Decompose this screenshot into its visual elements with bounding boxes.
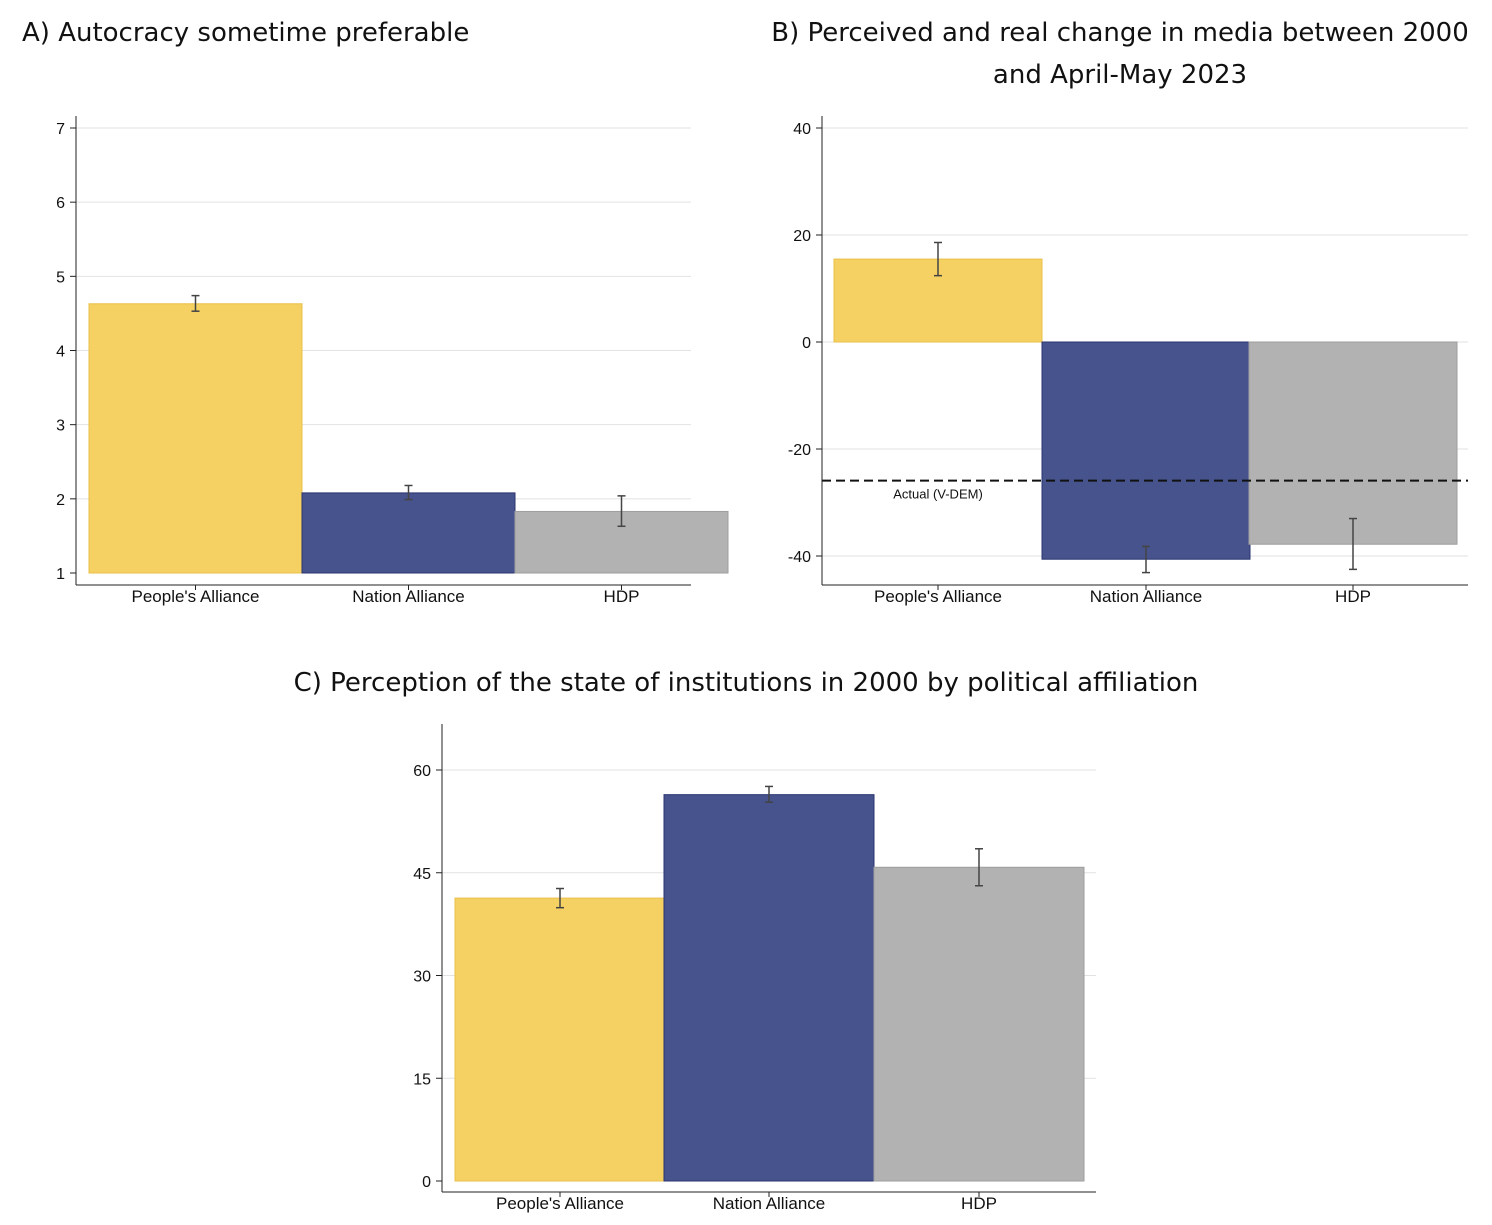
error-bar-a-0 (191, 294, 200, 312)
category-label-1: Nation Alliance (1090, 587, 1202, 606)
chart-c-title: C) Perception of the state of institutio… (293, 668, 1199, 698)
y-tick-label-0: 0 (802, 335, 811, 352)
y-tick-label-1: 1 (56, 566, 65, 583)
chart-b-title: B) Perceived and real change in media be… (771, 18, 1469, 90)
bar-a-0 (88, 303, 303, 574)
bar-c-1 (663, 794, 875, 1182)
category-label-0: People's Alliance (132, 587, 260, 606)
chart-a: 1 2 3 4 5 6 7 People's Alliance Nation Alliance H… (56, 116, 729, 606)
y-tick-label-5: 5 (56, 269, 65, 286)
category-label-0: People's Alliance (874, 587, 1002, 606)
y-tick-label-7: 7 (56, 121, 65, 138)
category-label-2: HDP (1335, 587, 1371, 606)
y-tick-label--20: -20 (788, 442, 811, 459)
error-bar-c-0 (556, 887, 564, 909)
chart-a-title: A) Autocracy sometime preferable (22, 18, 470, 48)
bar-c-0 (454, 897, 666, 1182)
y-tick-label-15: 15 (413, 1071, 431, 1088)
y-tick-label-6: 6 (56, 195, 65, 212)
category-label-1: Nation Alliance (713, 1194, 825, 1213)
bar-a-1 (301, 492, 516, 574)
error-bar-c-2 (975, 848, 983, 887)
y-tick-label--40: -40 (788, 549, 811, 566)
bar-b-2 (1248, 341, 1458, 545)
y-tick-label-4: 4 (56, 344, 65, 361)
y-tick-label-30: 30 (413, 969, 431, 986)
bar-c-2 (873, 866, 1085, 1182)
error-bar-a-1 (404, 484, 413, 501)
y-tick-label-20: 20 (793, 228, 811, 245)
category-label-2: HDP (604, 587, 640, 606)
y-tick-label-40: 40 (793, 121, 811, 138)
y-tick-label-2: 2 (56, 492, 65, 509)
category-label-2: HDP (961, 1194, 997, 1213)
bar-b-1 (1041, 341, 1251, 560)
y-tick-label-60: 60 (413, 763, 431, 780)
error-bar-a-2 (617, 495, 626, 528)
chart-b: Actual (V-DEM) -40 -20 0 20 40 People's Allian… (788, 116, 1468, 606)
y-tick-label-3: 3 (56, 418, 65, 435)
error-bar-b-2 (1349, 517, 1357, 571)
category-label-0: People's Alliance (496, 1194, 624, 1213)
chart-c: 0 15 30 45 60 People's Alliance Nation Allianc… (413, 724, 1096, 1213)
y-tick-label-45: 45 (413, 866, 431, 883)
reference-line-label: Actual (V-DEM) (893, 487, 983, 502)
error-bar-b-1 (1142, 545, 1150, 574)
y-tick-label-0: 0 (422, 1174, 431, 1191)
category-label-1: Nation Alliance (352, 587, 464, 606)
error-bar-b-0 (934, 241, 942, 277)
error-bar-c-1 (765, 785, 773, 803)
